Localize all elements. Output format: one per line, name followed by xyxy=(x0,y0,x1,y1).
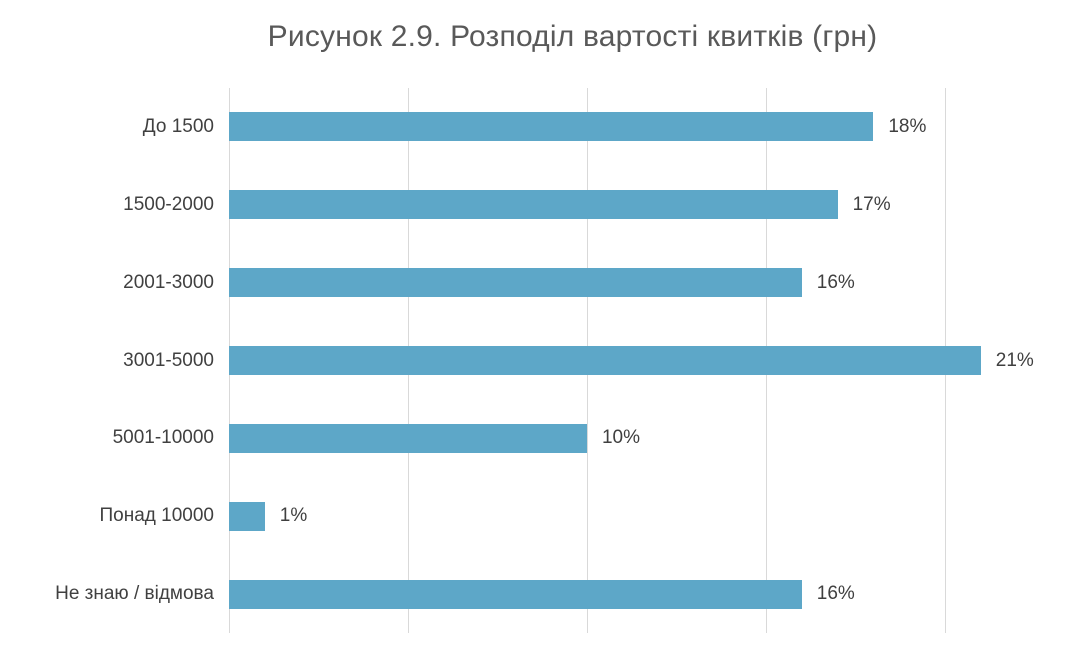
category-label: 1500-2000 xyxy=(123,193,214,215)
category-label: Не знаю / відмова xyxy=(55,583,214,605)
value-label: 21% xyxy=(995,349,1034,371)
value-label: 1% xyxy=(279,505,308,527)
bar-row: 1500-2000 17% xyxy=(0,166,1081,244)
bar xyxy=(229,501,265,531)
bar-row: 3001-5000 21% xyxy=(0,322,1081,400)
bar-track: 18% xyxy=(229,88,1081,166)
category-label: Понад 10000 xyxy=(99,505,214,527)
chart-title: Рисунок 2.9. Розподіл вартості квитків (… xyxy=(267,20,878,53)
bar-track: 16% xyxy=(229,244,1081,322)
value-label: 16% xyxy=(816,583,855,605)
bar-track: 17% xyxy=(229,166,1081,244)
bar xyxy=(229,268,802,298)
bar-track: 10% xyxy=(229,399,1081,477)
bar-row: 2001-3000 16% xyxy=(0,244,1081,322)
bar xyxy=(229,346,981,375)
plot-area: До 1500 18% 1500-2000 17% 2001-3000 16% 3001-5… xyxy=(0,88,1081,633)
category-label: До 1500 xyxy=(142,115,214,137)
category-label: 3001-5000 xyxy=(123,349,214,371)
bar-row: До 1500 18% xyxy=(0,88,1081,166)
bar-track: 21% xyxy=(229,322,1081,400)
bar xyxy=(229,423,587,453)
value-label: 16% xyxy=(816,271,855,293)
bar-row: 5001-10000 10% xyxy=(0,399,1081,477)
value-label: 10% xyxy=(601,427,640,449)
value-label: 18% xyxy=(888,115,927,137)
bar-track: 1% xyxy=(229,477,1081,555)
category-label: 5001-10000 xyxy=(112,427,214,449)
bar-row: Не знаю / відмова 16% xyxy=(0,555,1081,633)
bar xyxy=(229,190,838,220)
bar-rows: До 1500 18% 1500-2000 17% 2001-3000 16% 3001-5… xyxy=(0,88,1081,633)
value-label: 17% xyxy=(852,193,891,215)
category-label: 2001-3000 xyxy=(123,271,214,293)
bar-track: 16% xyxy=(229,555,1081,633)
bar xyxy=(229,112,874,142)
bar-row: Понад 10000 1% xyxy=(0,477,1081,555)
bar xyxy=(229,579,802,609)
